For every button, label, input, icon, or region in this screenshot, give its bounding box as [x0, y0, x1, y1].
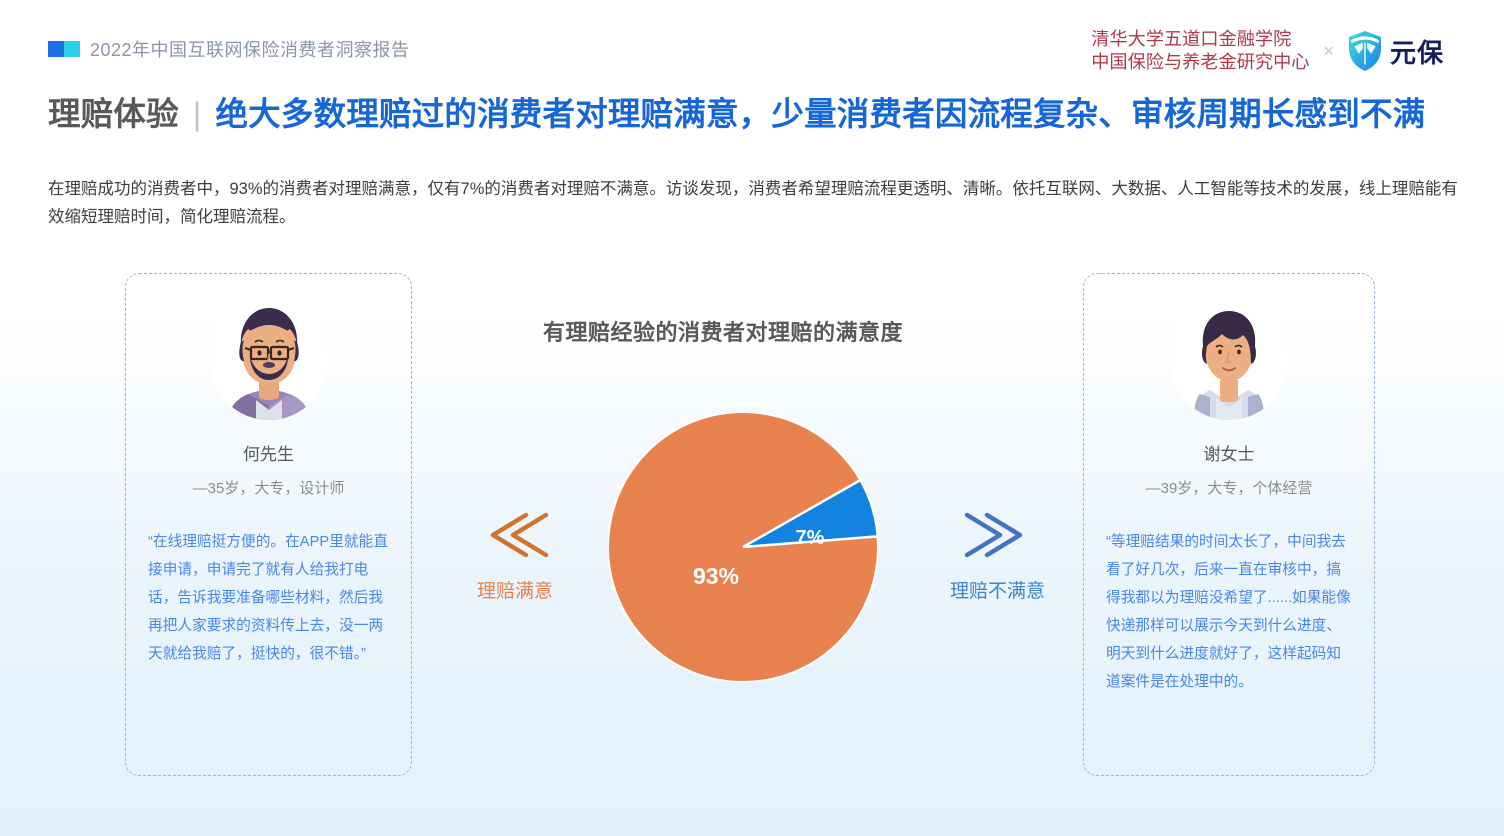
svg-text:7%: 7% [796, 527, 825, 549]
svg-text:93%: 93% [693, 563, 739, 589]
